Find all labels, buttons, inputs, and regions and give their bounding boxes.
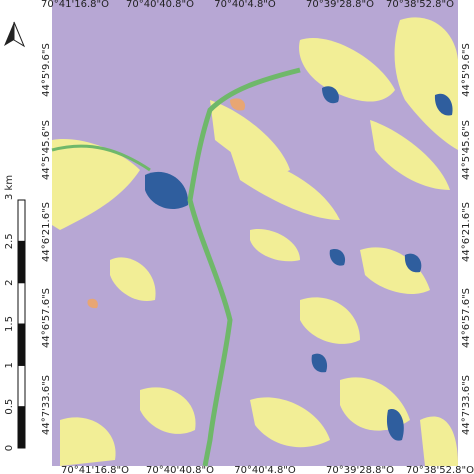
top-label: 70°41'16.8"O xyxy=(41,0,109,10)
coordinate-labels: 70°41'16.8"O 70°40'40.8"O 70°40'4.8"O 70°39… xyxy=(41,0,474,474)
scale-segment xyxy=(17,282,26,325)
right-label: 44°6'21.6"S xyxy=(461,202,472,262)
left-label: 44°5'9.6"S xyxy=(41,43,52,97)
top-label: 70°39'28.8"O xyxy=(306,0,374,10)
right-label: 44°7'33.6"S xyxy=(461,375,472,435)
scale-segment xyxy=(17,323,26,366)
left-label: 44°6'57.6"S xyxy=(41,288,52,348)
patch xyxy=(230,98,246,111)
patch xyxy=(299,38,395,102)
patch xyxy=(87,298,98,309)
river xyxy=(51,67,301,467)
north-arrow-right xyxy=(13,21,26,48)
blue-patches xyxy=(145,86,453,441)
top-label: 70°40'40.8"O xyxy=(126,0,194,10)
patch xyxy=(322,86,339,104)
patch xyxy=(250,229,300,262)
patch xyxy=(329,249,346,266)
top-label: 70°38'52.8"O xyxy=(386,0,454,10)
north-arrow-left xyxy=(4,22,14,46)
river-line xyxy=(187,67,301,467)
map-raster xyxy=(51,0,458,467)
patch xyxy=(145,171,189,210)
patch xyxy=(210,100,290,173)
patch xyxy=(394,17,458,150)
right-label: 44°5'45.6"S xyxy=(461,120,472,180)
patch xyxy=(404,253,422,273)
scale-label: 3 km xyxy=(4,175,15,200)
patch xyxy=(230,150,340,220)
patch xyxy=(434,93,453,116)
patch xyxy=(300,297,360,344)
scale-label: 0.5 xyxy=(4,399,15,415)
north-arrow xyxy=(4,21,26,48)
patch xyxy=(110,257,156,301)
patch xyxy=(311,353,328,373)
left-label: 44°7'33.6"S xyxy=(41,375,52,435)
left-label: 44°5'45.6"S xyxy=(41,120,52,180)
river-line xyxy=(51,144,151,172)
patch xyxy=(370,120,450,190)
patch xyxy=(60,417,116,466)
patch xyxy=(52,139,140,230)
bottom-label: 70°40'4.8"O xyxy=(234,465,296,474)
right-label: 44°5'9.6"S xyxy=(461,43,472,97)
scale-segment xyxy=(17,406,26,449)
bottom-label: 70°38'52.8"O xyxy=(406,465,474,474)
patch xyxy=(386,409,404,441)
scale-label: 1 xyxy=(4,362,15,368)
scale-bar: 0 0.5 1 1.5 2 2.5 3 km xyxy=(4,175,26,451)
bottom-label: 70°41'16.8"O xyxy=(61,465,129,474)
scale-label: 2.5 xyxy=(4,233,15,249)
scale-segment xyxy=(17,364,26,408)
orange-patches xyxy=(87,98,246,309)
bottom-label: 70°40'40.8"O xyxy=(146,465,214,474)
right-label: 44°6'57.6"S xyxy=(461,288,472,348)
scale-label: 0 xyxy=(4,445,15,451)
patch xyxy=(360,247,430,295)
scale-segment xyxy=(17,199,26,242)
scale-label: 1.5 xyxy=(4,316,15,332)
scale-segment xyxy=(17,240,26,284)
left-label: 44°6'21.6"S xyxy=(41,202,52,262)
patch xyxy=(140,387,196,434)
bottom-label: 70°39'28.8"O xyxy=(326,465,394,474)
scale-label: 2 xyxy=(4,279,15,285)
patch xyxy=(420,416,458,466)
patch xyxy=(250,397,330,448)
top-label: 70°40'4.8"O xyxy=(214,0,276,10)
